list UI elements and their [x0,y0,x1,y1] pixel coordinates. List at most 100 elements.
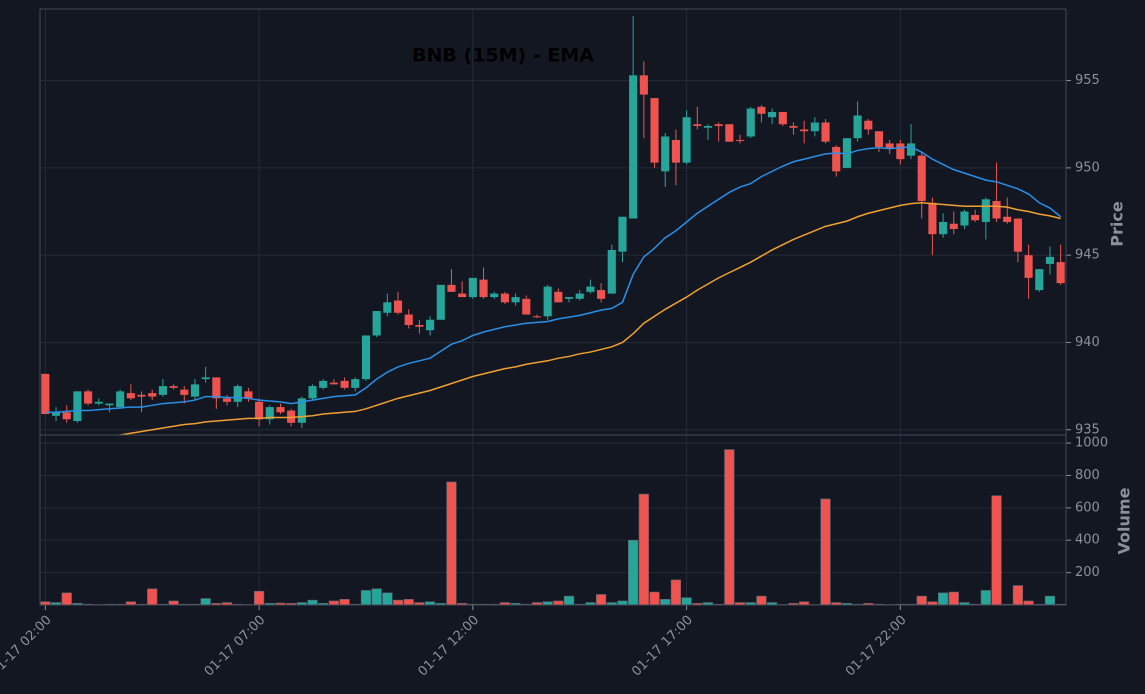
candle-body [629,75,638,219]
volume-bar [1012,585,1024,605]
candle-body [479,279,488,298]
candle-body [992,201,1001,219]
candle-body [84,391,93,404]
y-tick-label: 400 [1075,533,1100,548]
volume-bar [595,594,607,605]
volume-bar [264,603,275,605]
volume-bar [61,592,72,605]
candle-body [105,403,114,406]
volume-bar [200,598,211,605]
candle-body [735,139,745,141]
candle-body [126,393,135,399]
volume-bar [991,495,1002,605]
y-tick-label: 600 [1075,500,1100,515]
ema-line [115,202,1061,435]
candle-body [94,401,103,404]
candle-body [190,384,200,397]
candle-body [383,302,392,313]
candle-body [874,131,884,147]
candle-body [361,335,371,380]
volume-bar [168,600,179,605]
chart-title: BNB (15M) - EMA [412,45,594,67]
volume-bar [948,591,959,605]
volume-bar [756,595,767,605]
candle-body [51,412,61,416]
candle-body [1056,262,1065,284]
candle-body [949,223,958,229]
candle-body [511,297,520,303]
ema-line [45,146,1062,414]
candle-body [928,202,937,235]
volume-bar [253,590,265,605]
volume-bar [724,449,735,605]
volume-bar [553,600,564,605]
volume-bar [820,498,831,605]
candle-body [329,382,338,385]
candle-body [212,377,221,399]
volume-bar [617,600,628,605]
candle-body [971,215,980,221]
candle-body [597,290,606,299]
candle-body [490,293,499,298]
candle-body [287,410,296,423]
volume-bar [211,603,222,605]
volume-bar [1044,595,1056,605]
volume-bar [563,595,575,605]
candle-body [821,122,830,142]
candle-body [789,125,798,128]
candle-body [885,143,894,149]
candle-body [158,386,167,395]
candle-body [832,146,841,172]
candle-body [810,122,819,132]
candle-body [222,398,232,402]
volume-bar [371,588,382,605]
volume-bar [916,595,927,605]
volume-bar [446,481,457,605]
candle-body [714,124,723,126]
volume-bar [339,599,350,605]
candle-body [265,407,274,420]
y-tick-label: 800 [1075,468,1100,483]
candle-body [319,380,328,388]
candle-body [1045,256,1055,264]
candle-body [703,125,713,128]
candle-body [564,297,574,299]
candle-body [116,391,125,408]
candle-body [340,380,349,388]
candle-body [778,112,787,125]
volume-bar [638,493,649,605]
volume-bar [510,603,521,605]
volume-frame [39,434,1067,606]
candle-body [853,115,862,139]
candle-body [661,136,670,172]
candle-body [372,311,381,336]
volume-bar [841,603,853,605]
candle-body [639,75,648,95]
volume-bar [147,588,158,605]
volume-bar [1023,600,1034,605]
candle-body [233,386,242,402]
candle-body [447,284,456,292]
volume-bar [681,597,692,605]
volume-bar [649,591,660,605]
candle-body [148,393,157,397]
volume-bar [328,600,340,605]
y-tick-label: 955 [1075,73,1100,88]
volume-bar [360,590,372,605]
volume-bar [286,603,297,605]
candle-body [180,389,189,395]
candle-body [917,155,926,202]
volume-bar [382,592,393,605]
candle-body [864,120,873,130]
candle-body [297,398,306,423]
candle-body [308,386,317,399]
volume-bar [670,579,682,605]
candle-body [1024,255,1033,278]
candle-body [554,291,563,303]
candle-body [960,211,969,226]
candle-body [543,286,552,317]
candle-body [842,138,851,168]
volume-bar [660,599,671,605]
y-tick-label: 1000 [1075,436,1108,451]
candle-body [618,216,627,252]
